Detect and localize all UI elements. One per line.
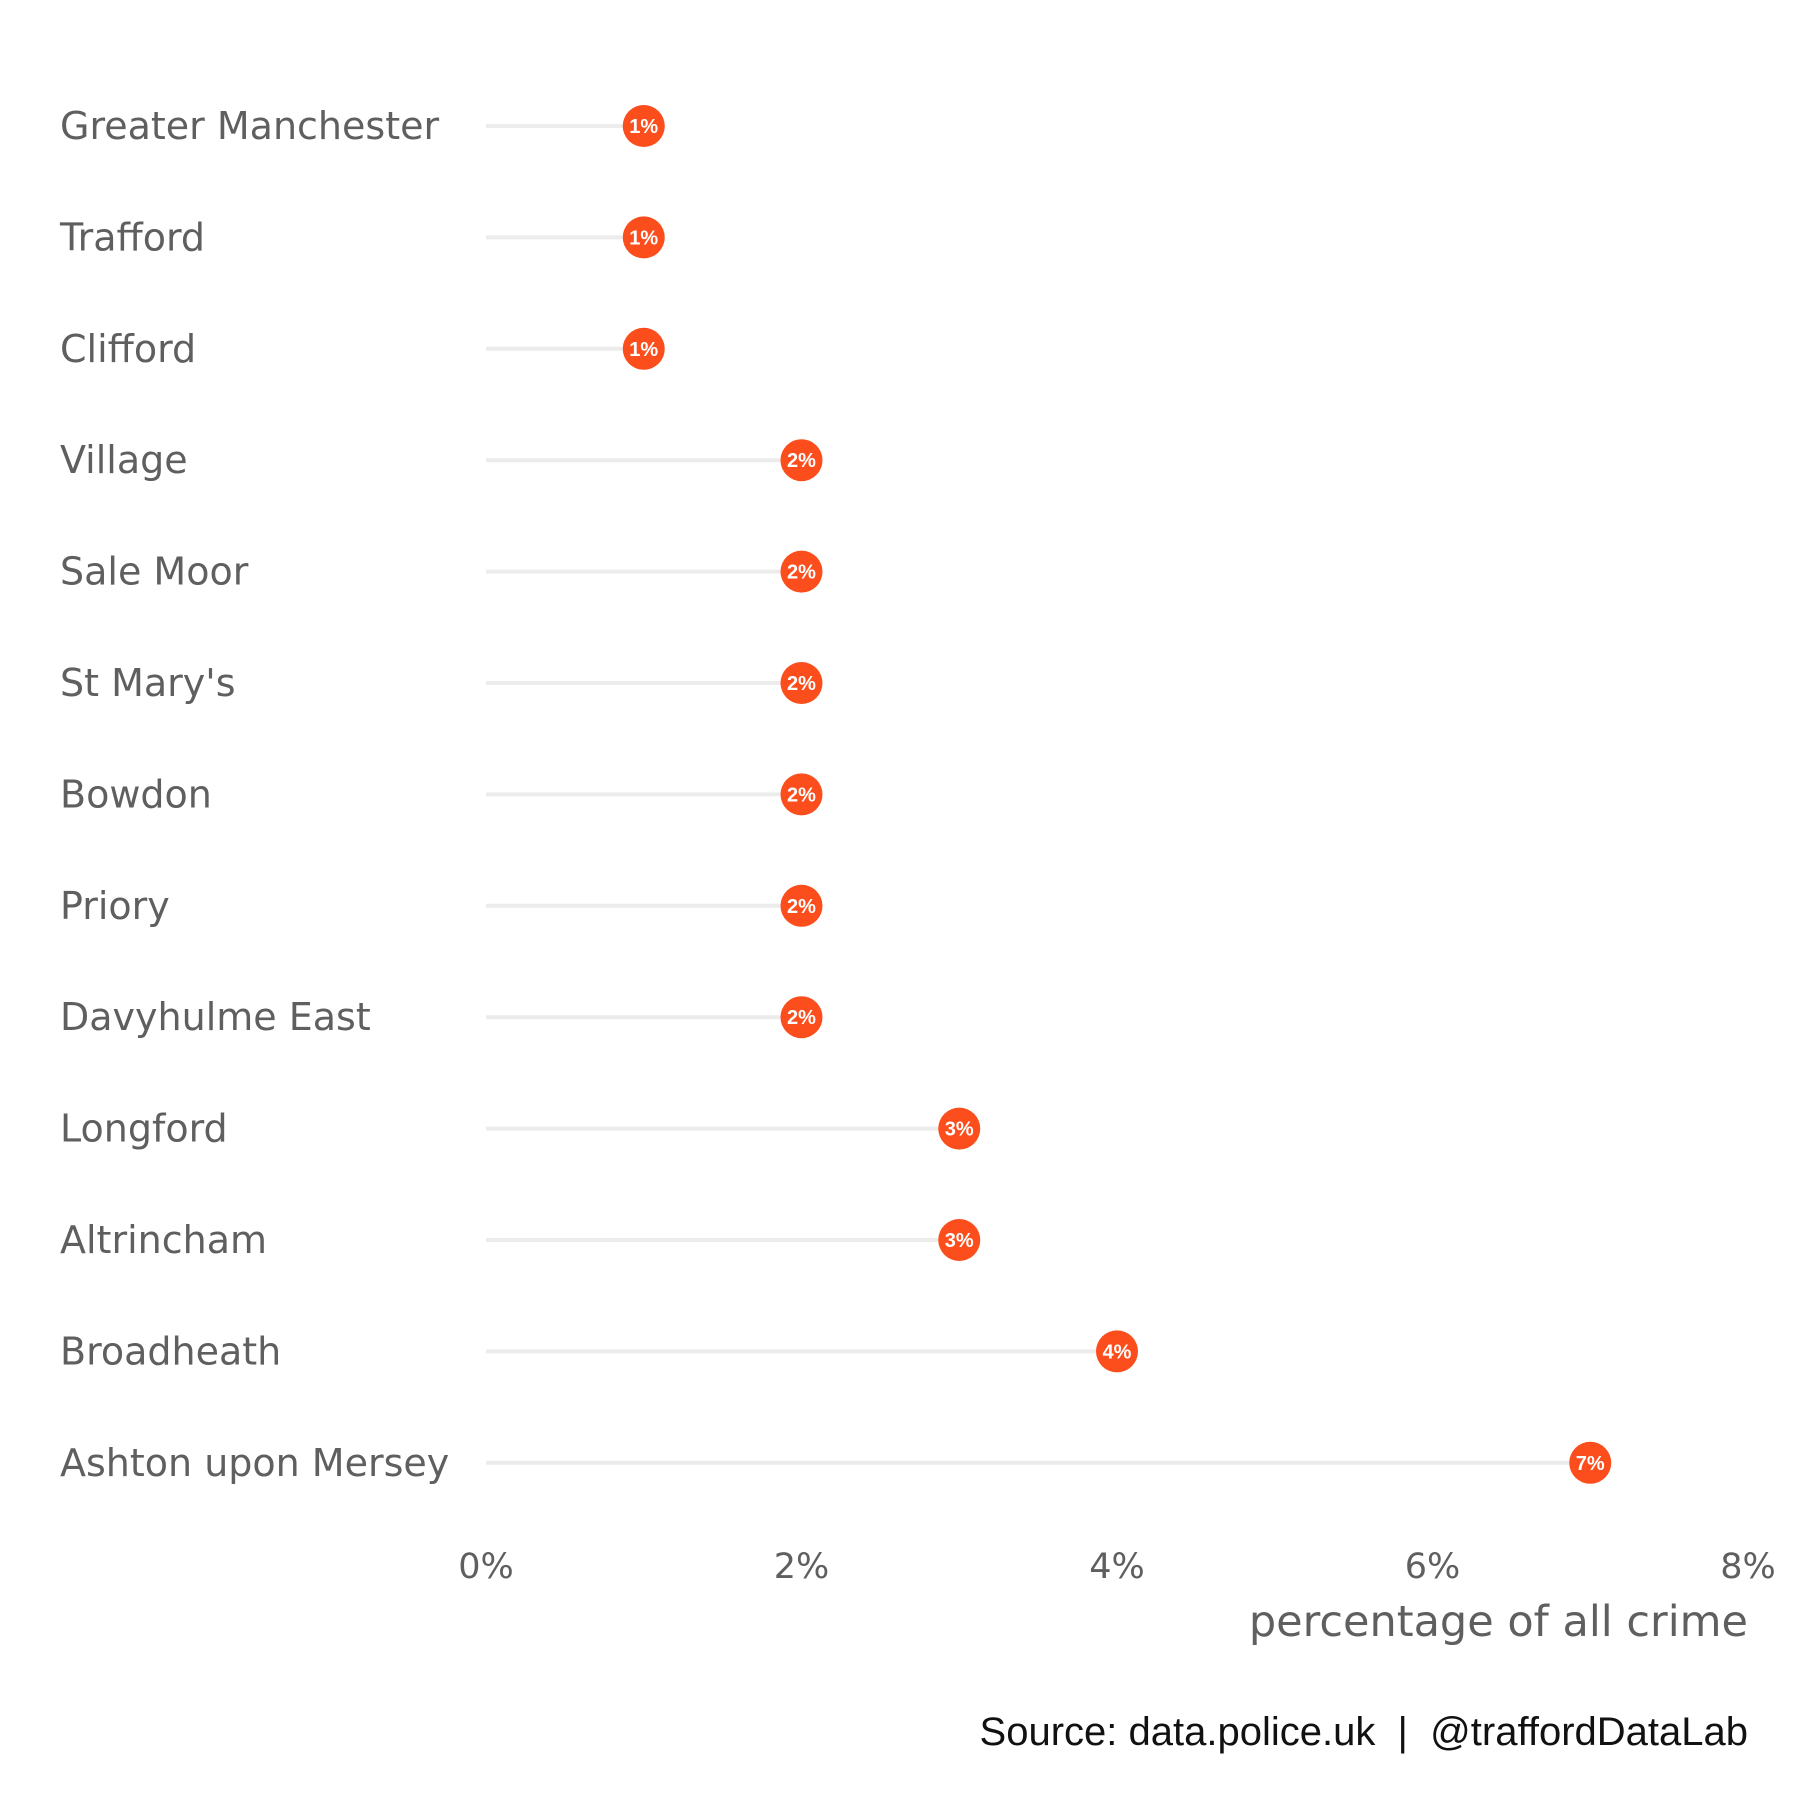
category-label: Greater Manchester [60, 104, 439, 148]
point [780, 439, 823, 482]
point [938, 1219, 981, 1261]
data-label: 1% [629, 116, 658, 138]
data-label: 2% [787, 1007, 816, 1029]
point [622, 327, 665, 370]
point [622, 105, 665, 147]
category-label: Clifford [60, 327, 196, 371]
data-label: 7% [1576, 1453, 1605, 1475]
x-tick-label: 0% [458, 1547, 514, 1587]
x-tick-label: 8% [1720, 1547, 1776, 1587]
x-axis-title: percentage of all crime [1249, 1597, 1748, 1647]
row: Bowdon 2% [60, 772, 823, 816]
row: St Mary's 2% [60, 661, 823, 705]
data-label: 2% [787, 673, 816, 695]
data-label: 1% [629, 227, 658, 249]
data-label: 3% [945, 1230, 974, 1252]
data-label: 4% [1103, 1341, 1132, 1363]
point [780, 662, 823, 704]
row: Greater Manchester 1% [60, 104, 665, 148]
category-label: Davyhulme East [60, 995, 371, 1039]
data-label: 2% [787, 562, 816, 584]
x-tick-label: 4% [1089, 1547, 1145, 1587]
point [780, 996, 823, 1039]
category-label: Village [60, 438, 188, 482]
category-label: Altrincham [60, 1218, 267, 1262]
data-label: 2% [787, 896, 816, 918]
category-label: Trafford [59, 215, 205, 259]
row: Ashton upon Mersey 7% [60, 1441, 1612, 1485]
point [780, 550, 823, 593]
point [1096, 1330, 1138, 1373]
row: Village 2% [60, 438, 823, 482]
point [1569, 1441, 1612, 1484]
category-label: Broadheath [60, 1329, 281, 1373]
row: Sale Moor 2% [60, 550, 823, 594]
data-label: 1% [629, 339, 658, 361]
data-label: 2% [787, 784, 816, 806]
row: Longford 3% [60, 1107, 981, 1151]
category-label: St Mary's [60, 661, 236, 705]
row: Priory 2% [60, 884, 823, 928]
row: Trafford 1% [59, 215, 665, 259]
category-label: Longford [60, 1107, 228, 1151]
category-label: Priory [60, 884, 170, 928]
point [622, 216, 665, 259]
x-tick-label: 6% [1405, 1547, 1461, 1587]
point [938, 1107, 981, 1150]
point [780, 884, 823, 927]
row: Davyhulme East 2% [60, 995, 823, 1039]
data-label: 2% [787, 450, 816, 472]
source-caption: Source: data.police.uk | @traffordDataLa… [980, 1710, 1748, 1754]
category-label: Ashton upon Mersey [60, 1441, 449, 1485]
data-label: 3% [945, 1119, 974, 1141]
row: Altrincham 3% [60, 1218, 981, 1262]
category-label: Bowdon [60, 772, 212, 816]
row: Broadheath 4% [60, 1329, 1138, 1373]
x-tick-label: 2% [774, 1547, 830, 1587]
row: Clifford 1% [60, 327, 665, 371]
point [780, 773, 823, 816]
category-label: Sale Moor [60, 550, 249, 594]
